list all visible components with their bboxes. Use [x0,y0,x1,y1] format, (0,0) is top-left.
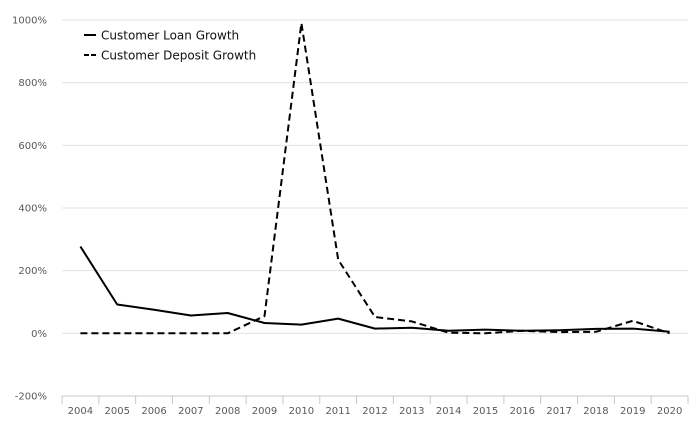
x-tick-label: 2016 [510,406,535,417]
x-tick-label: 2012 [362,406,387,417]
x-tick-label: 2020 [657,406,682,417]
y-tick-label: 1000% [12,16,47,27]
y-tick-label: -200% [15,392,47,403]
legend-item-deposit: Customer Deposit Growth [84,49,256,63]
y-tick-label: 600% [18,141,47,152]
x-tick-label: 2004 [68,406,93,417]
x-tick-label: 2010 [289,406,314,417]
legend-item-loan: Customer Loan Growth [84,29,239,43]
legend-label-deposit: Customer Deposit Growth [101,49,256,63]
x-tick-label: 2006 [141,406,166,417]
x-tick-label: 2015 [473,406,498,417]
x-tick-label: 2009 [252,406,277,417]
x-tick-label: 2007 [178,406,203,417]
x-tick-label: 2018 [583,406,608,417]
gridlines: -200% 0% 200% 400% 600% 800% 1000% [12,16,688,403]
x-axis: 2004 2005 2006 2007 2008 2009 2010 2011 2012 2013… [61,395,689,417]
series-line-deposit [80,22,670,335]
y-tick-label: 400% [18,204,47,215]
y-tick-label: 0% [31,329,47,340]
x-tick-label: 2019 [620,406,645,417]
legend-label-loan: Customer Loan Growth [101,29,239,43]
x-tick-label: 2008 [215,406,240,417]
y-tick-label: 200% [18,266,47,277]
x-tick-label: 2014 [436,406,461,417]
legend: Customer Loan Growth Customer Deposit Gr… [84,29,256,63]
x-tick-label: 2013 [399,406,424,417]
x-tick-label: 2017 [546,406,571,417]
x-tick-label: 2011 [325,406,350,417]
series-line-loan [79,245,670,333]
series-lines [79,22,670,335]
x-tick-label: 2005 [105,406,130,417]
y-tick-label: 800% [18,78,47,89]
